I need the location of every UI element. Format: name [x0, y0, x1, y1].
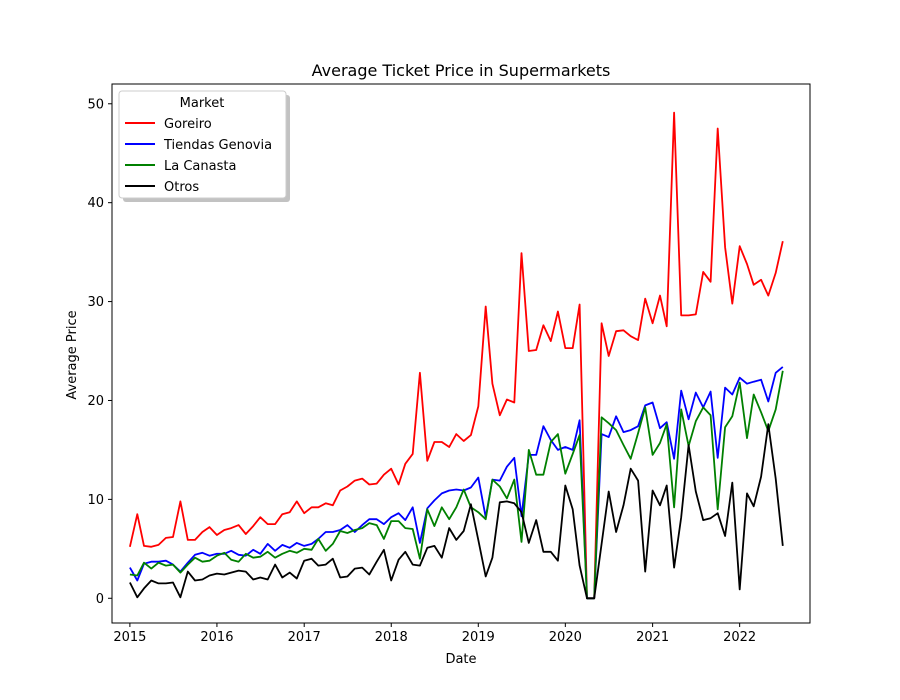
- y-axis-label: Average Price: [65, 310, 80, 399]
- y-tick-label: 40: [87, 196, 104, 211]
- series-layer: [129, 111, 784, 600]
- legend-entry-label: Goreiro: [164, 117, 212, 132]
- y-tick-label: 10: [87, 493, 104, 508]
- legend-entry-label: Otros: [164, 180, 199, 195]
- series-line-tiendas-genovia: [129, 366, 784, 600]
- x-axis: 2015 2016 2017 2018 2019 2020 2021 2022: [113, 623, 756, 645]
- series-line-otros: [129, 423, 784, 600]
- legend-entry-label: La Canasta: [164, 159, 236, 174]
- x-tick-label: 2022: [723, 630, 756, 645]
- series-line-goreiro: [129, 111, 784, 600]
- x-tick-label: 2016: [200, 630, 233, 645]
- series-line-la-canasta: [129, 370, 784, 600]
- x-tick-label: 2018: [375, 630, 408, 645]
- plot-frame: [111, 83, 811, 624]
- legend: Market Goreiro Tiendas Genovia La Canasta Ot…: [118, 90, 290, 202]
- y-tick-label: 20: [87, 394, 104, 409]
- x-axis-label: Date: [445, 652, 476, 667]
- chart-title: Average Ticket Price in Supermarkets: [312, 61, 611, 80]
- legend-box: [118, 90, 287, 199]
- legend-title: Market: [180, 96, 225, 111]
- x-tick-label: 2020: [549, 630, 582, 645]
- legend-entry-label: Tiendas Genovia: [163, 138, 272, 153]
- x-tick-label: 2021: [636, 630, 669, 645]
- y-tick-label: 0: [96, 592, 104, 607]
- y-tick-label: 30: [87, 295, 104, 310]
- x-tick-label: 2017: [288, 630, 321, 645]
- x-tick-label: 2015: [113, 630, 146, 645]
- y-tick-label: 50: [87, 97, 104, 112]
- y-axis: 0 10 20 30 40 50: [87, 97, 112, 607]
- x-tick-label: 2019: [462, 630, 495, 645]
